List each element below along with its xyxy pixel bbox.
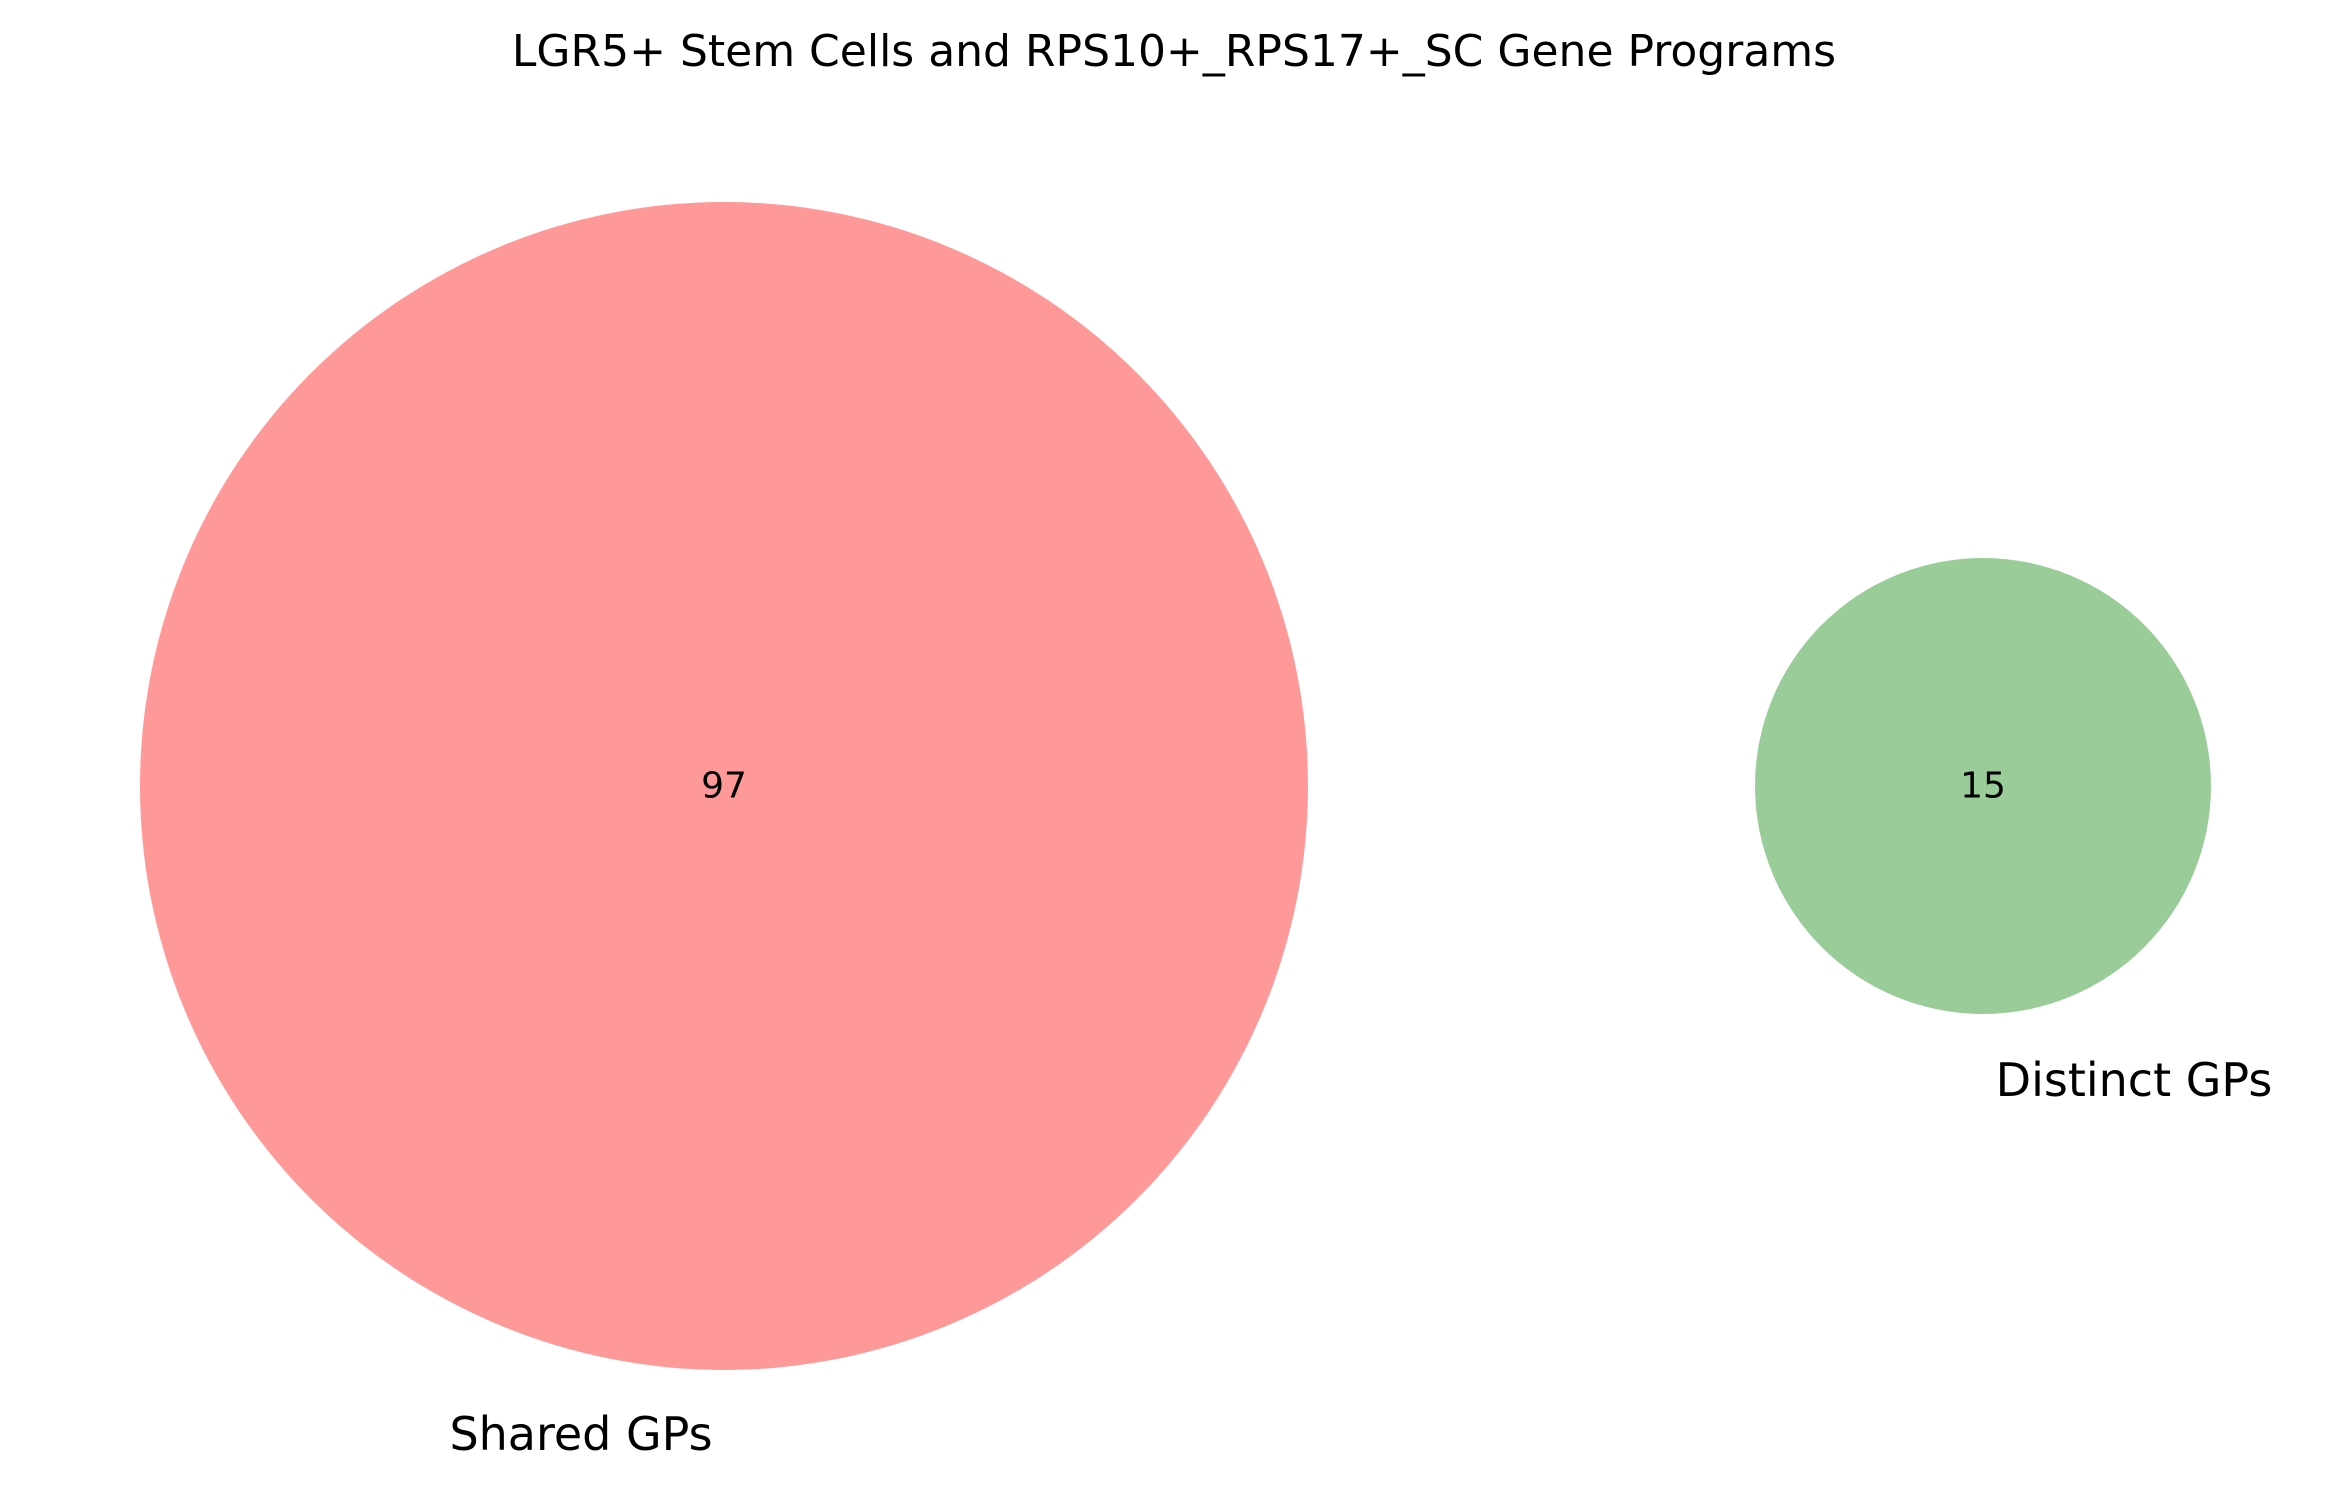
chart-title: LGR5+ Stem Cells and RPS10+_RPS17+_SC Ge… (512, 26, 1836, 77)
venn-circle-distinct-gps (1755, 558, 2211, 1014)
venn-circle-shared-gps (140, 202, 1308, 1370)
set-label-shared-gps: Shared GPs (449, 1407, 712, 1461)
venn-count-distinct-gps: 15 (1960, 766, 2006, 807)
set-label-distinct-gps: Distinct GPs (1996, 1053, 2273, 1107)
venn-count-shared-gps: 97 (701, 766, 747, 807)
